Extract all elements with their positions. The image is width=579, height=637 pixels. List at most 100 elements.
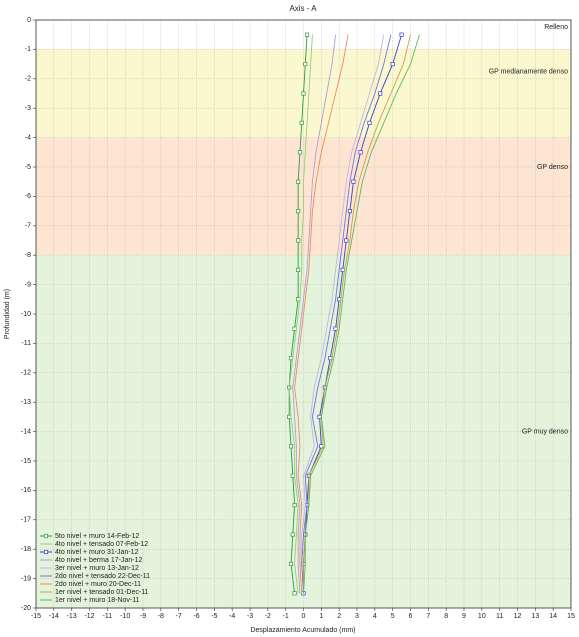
x-tick-label: 2 (337, 613, 341, 620)
x-tick-label: -14 (49, 613, 59, 620)
layer-label: Relleno (544, 24, 568, 31)
x-tick-label: -1 (283, 613, 289, 620)
series-marker (301, 91, 306, 96)
x-tick-label: -2 (265, 613, 271, 620)
y-tick-label: -9 (25, 281, 31, 288)
y-tick-label: -10 (21, 311, 31, 318)
y-tick-label: -16 (21, 487, 31, 494)
series-marker (288, 444, 294, 449)
series-marker (305, 32, 310, 37)
x-axis-label: Desplazamiento Acumulado (mm) (250, 627, 355, 634)
layer-label: GP muy denso (522, 428, 568, 435)
series-marker (358, 150, 363, 155)
plot-frame (35, 19, 572, 609)
series-line (294, 34, 349, 594)
x-tick-label: 5 (391, 613, 395, 620)
layer-label: GP medianamente denso (489, 68, 568, 75)
legend-label: 4to nivel + tensado 07-Feb-12 (55, 541, 148, 548)
series-line (303, 34, 420, 594)
y-tick-label: -8 (25, 252, 31, 259)
y-tick-label: -4 (25, 134, 31, 141)
series-marker (344, 238, 349, 243)
series-line (301, 34, 392, 594)
series-line (288, 34, 308, 594)
x-tick-label: -5 (211, 613, 217, 620)
x-tick-label: 6 (409, 613, 413, 620)
x-tick-label: 0 (302, 613, 306, 620)
x-tick-label: -9 (140, 613, 146, 620)
y-tick-label: -14 (21, 428, 31, 435)
legend-label: 2do nivel + muro 20-Dec-11 (55, 581, 141, 588)
series-marker (296, 267, 301, 272)
legend-label: 1er nivel + muro 18-Nov-11 (55, 597, 140, 604)
series-marker (296, 209, 301, 214)
series-marker (390, 62, 395, 67)
series-marker (399, 32, 404, 37)
series-marker (347, 209, 352, 214)
y-tick-label: -13 (21, 399, 31, 406)
y-tick-label: -18 (21, 546, 31, 553)
legend-label: 5to nivel + muro 14-Feb-12 (55, 533, 139, 540)
chart-title: Axis - A (289, 4, 317, 13)
series-marker (296, 238, 301, 243)
legend-label: 2do nivel + tensado 22-Dec-11 (55, 573, 150, 580)
series-line (301, 34, 385, 594)
x-tick-label: -12 (84, 613, 94, 620)
x-tick-label: 11 (496, 613, 503, 620)
x-tick-label: 8 (444, 613, 448, 620)
y-tick-label: -5 (25, 164, 31, 171)
y-tick-label: -6 (25, 193, 31, 200)
y-axis-label: Profundidad (m) (4, 289, 11, 339)
y-tick-label: -12 (21, 370, 31, 377)
series-marker (292, 591, 297, 596)
series-marker (351, 179, 356, 184)
x-tick-label: -8 (158, 613, 164, 620)
legend-label: 1er nivel + tensado 01-Dec-11 (55, 589, 149, 596)
series-marker (303, 62, 308, 67)
y-tick-label: -2 (25, 76, 31, 83)
x-tick-label: -3 (247, 613, 253, 620)
series-marker (296, 179, 301, 184)
x-tick-label: 14 (549, 613, 557, 620)
series-line (288, 34, 313, 594)
y-tick-label: 0 (27, 17, 31, 24)
x-tick-label: 13 (531, 613, 539, 620)
series-line (303, 34, 403, 594)
x-tick-label: 3 (355, 613, 359, 620)
y-tick-label: -7 (25, 223, 31, 230)
series-marker (297, 150, 302, 155)
series-marker (292, 503, 297, 508)
y-tick-label: -3 (25, 105, 31, 112)
legend-label: 4to nivel + muro 31-Jan-12 (55, 549, 139, 556)
layer-label: GP denso (537, 164, 568, 171)
series-marker (290, 532, 295, 537)
series-marker (299, 120, 304, 125)
y-tick-label: -19 (21, 575, 31, 582)
x-tick-label: 4 (373, 613, 377, 620)
x-tick-label: 1 (319, 613, 323, 620)
x-tick-label: -7 (176, 613, 182, 620)
legend-marker (43, 533, 49, 539)
x-tick-label: 15 (567, 613, 575, 620)
y-tick-label: -20 (21, 605, 31, 612)
series-marker (378, 91, 383, 96)
y-tick-label: -11 (21, 340, 31, 347)
x-tick-label: 7 (426, 613, 430, 620)
x-tick-label: -15 (31, 613, 41, 620)
series-marker (367, 120, 372, 125)
series-line (292, 34, 337, 594)
legend-marker (43, 549, 49, 555)
x-tick-label: 10 (478, 613, 486, 620)
legend-label: 4to nivel + berma 17-Jan-12 (55, 557, 142, 564)
y-tick-label: -17 (21, 517, 31, 524)
x-tick-label: -13 (67, 613, 77, 620)
y-tick-label: -15 (21, 458, 31, 465)
x-tick-label: -4 (229, 613, 235, 620)
series-marker (290, 473, 295, 478)
y-tick-label: -1 (25, 46, 31, 53)
series-marker (287, 414, 292, 419)
x-tick-label: -10 (120, 613, 130, 620)
legend-label: 3er nivel + muro 13-Jan-12 (55, 565, 139, 572)
series-marker (317, 414, 322, 419)
